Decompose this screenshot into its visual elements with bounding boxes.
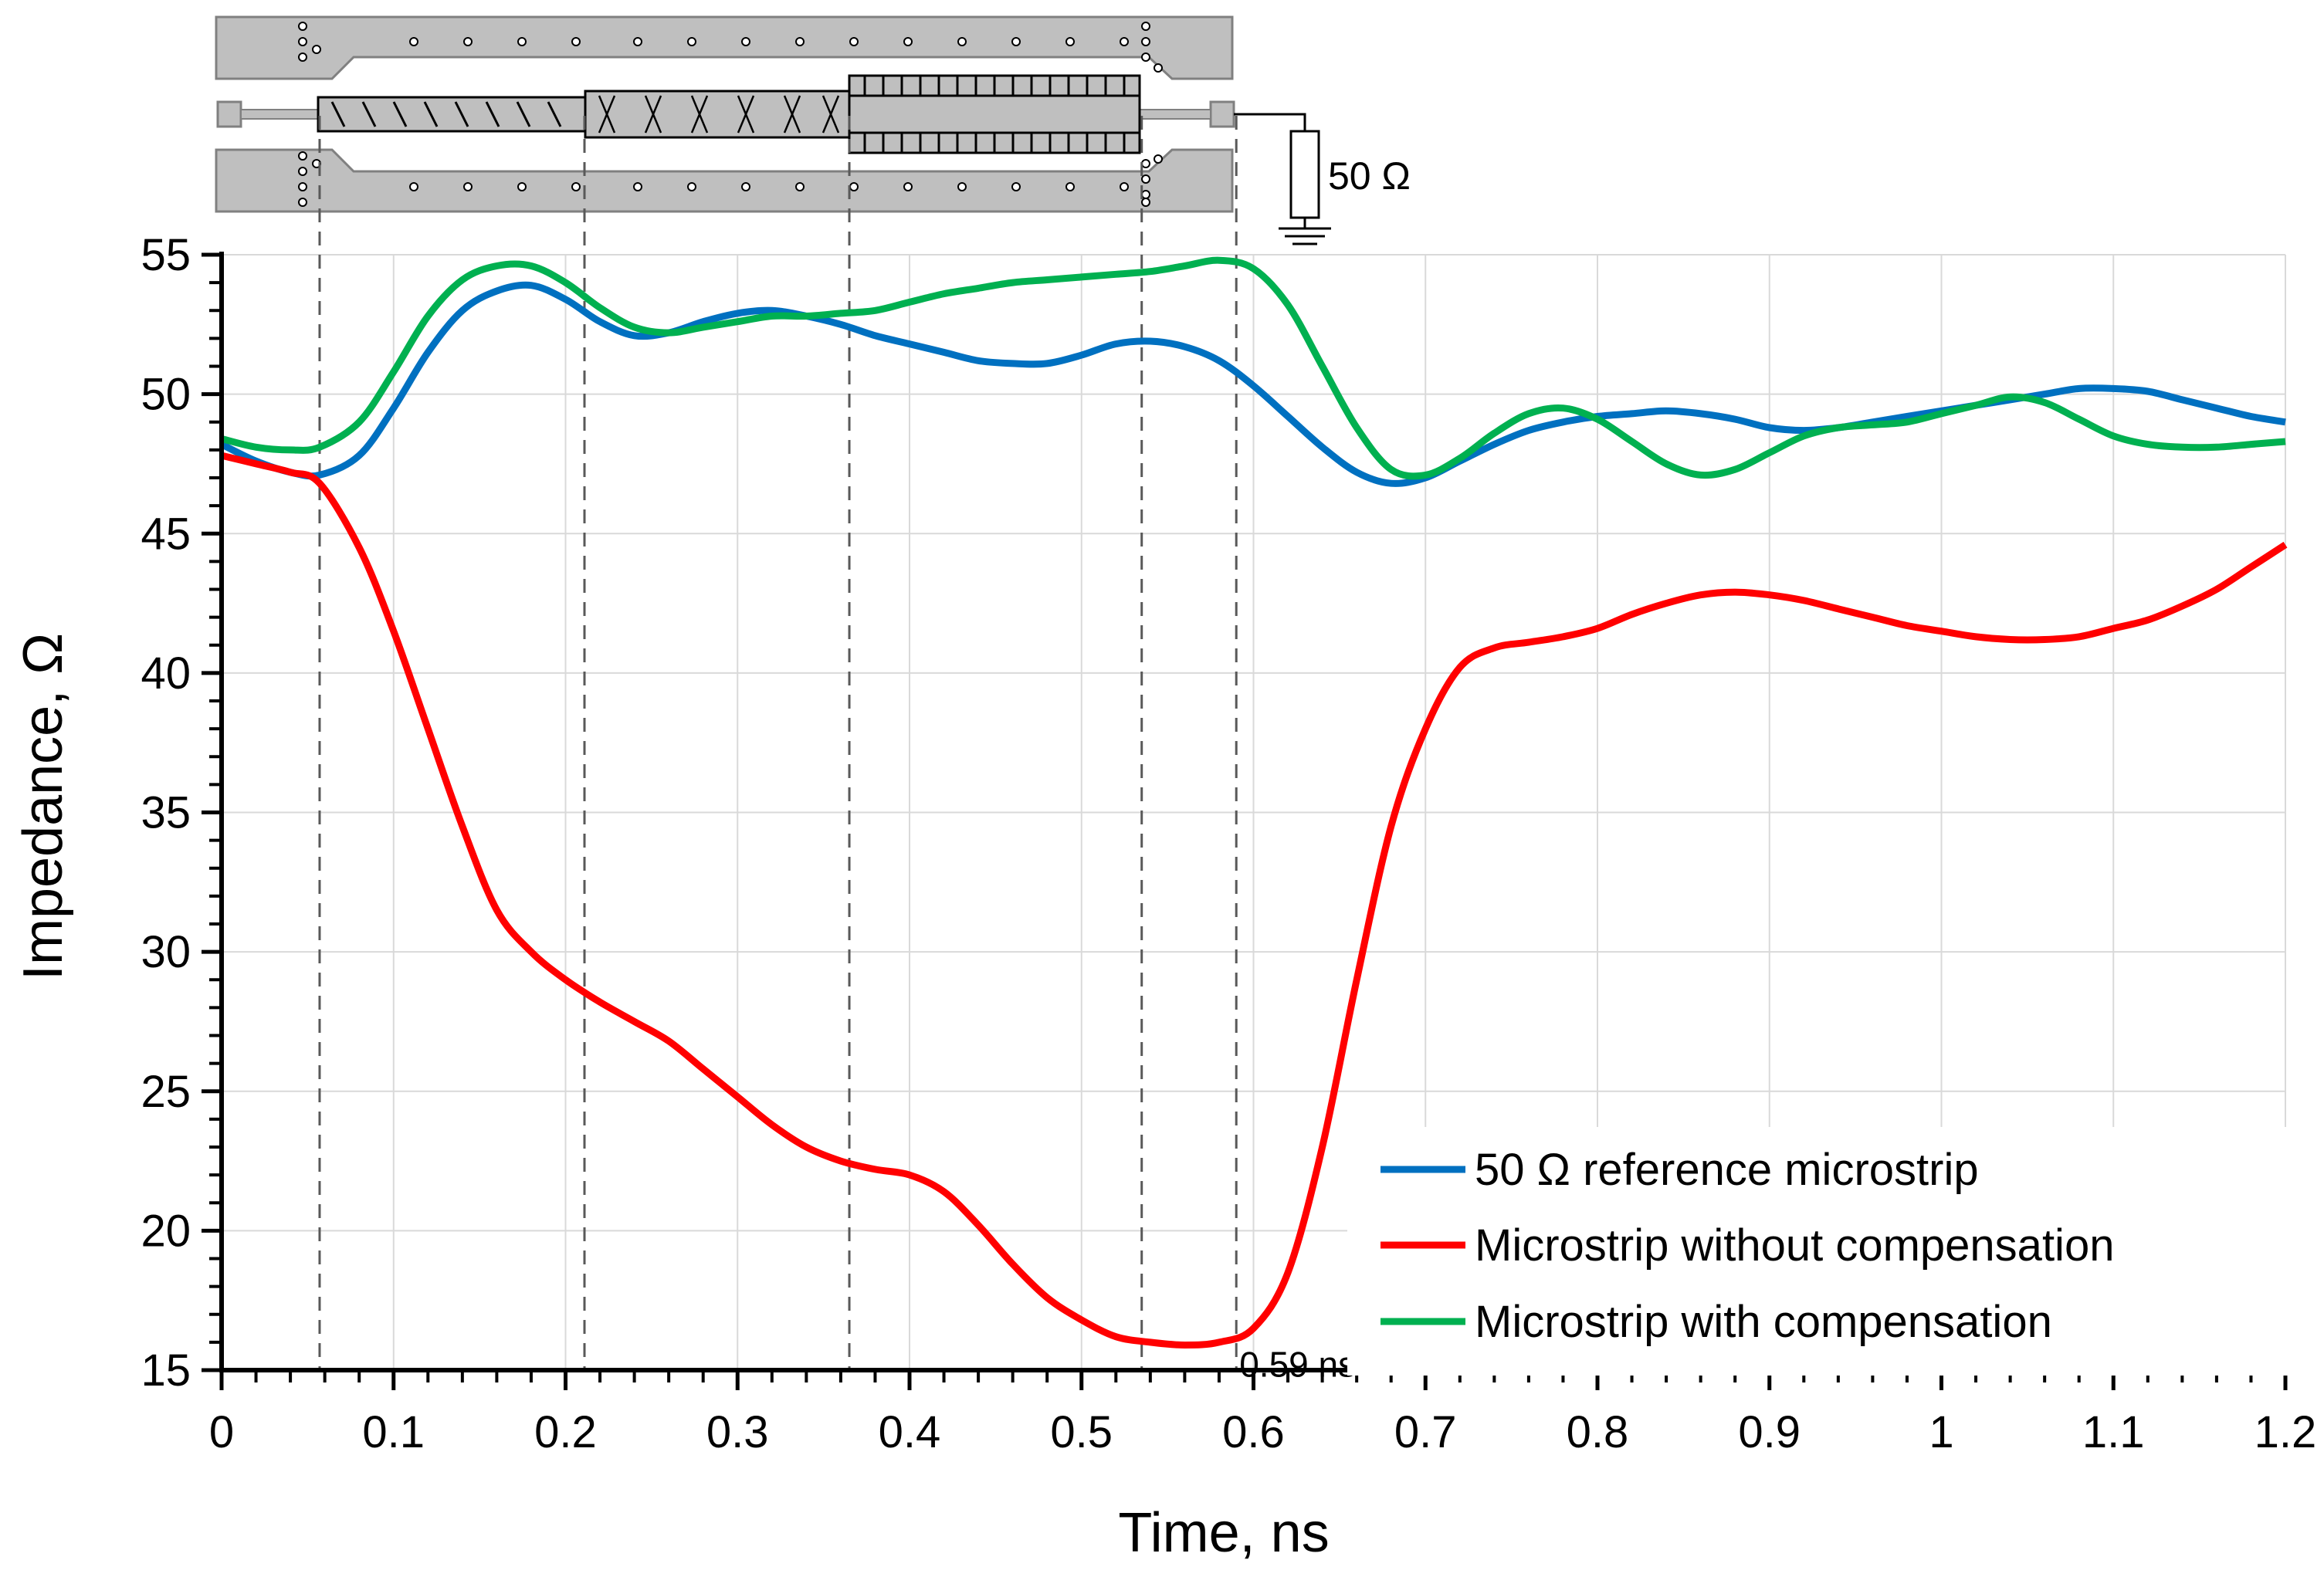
via — [633, 37, 642, 46]
y-tick-label: 35 — [141, 788, 191, 838]
y-tick-label: 40 — [141, 648, 191, 699]
x-tick-label: 0.4 — [879, 1407, 941, 1457]
circuit-diagram: 50 Ω — [215, 15, 1411, 245]
via — [517, 37, 527, 46]
input-pad — [216, 100, 242, 128]
feed-line-right — [1139, 109, 1211, 120]
line-section-2 — [584, 90, 851, 139]
via — [298, 198, 307, 207]
via — [1141, 159, 1150, 168]
legend-label-without-compensation: Microstrip without compensation — [1475, 1220, 2114, 1271]
time-annotation: 0.59 ns — [1239, 1344, 1356, 1384]
via — [957, 37, 967, 46]
y-tick-label: 55 — [141, 230, 191, 280]
via — [903, 182, 913, 191]
via — [1011, 182, 1021, 191]
via — [741, 182, 750, 191]
x-tick-label: 0.1 — [362, 1407, 425, 1457]
y-tick-label: 45 — [141, 509, 191, 559]
via — [1120, 37, 1129, 46]
via — [849, 182, 859, 191]
tick-labels: 0 0.1 0.2 0.3 0.4 0.5 0.6 0.7 0.8 0.9 1 1.1 1.2 15 20 2… — [141, 230, 2316, 1457]
via — [1154, 63, 1163, 73]
termination-label: 50 Ω — [1328, 154, 1411, 198]
x-axis-title: Time, ns — [1118, 1502, 1329, 1564]
termination-wire — [1234, 113, 1306, 131]
via — [1065, 182, 1075, 191]
via — [298, 22, 307, 31]
via — [687, 37, 696, 46]
ground-symbol — [1279, 218, 1331, 245]
legend-label-reference: 50 Ω reference microstrip — [1475, 1145, 1979, 1195]
legend: 50 Ω reference microstrip Microstrip wit… — [1347, 1127, 2293, 1376]
via — [463, 182, 473, 191]
via — [795, 182, 805, 191]
via — [517, 182, 527, 191]
via — [795, 37, 805, 46]
via — [849, 37, 859, 46]
ground-plane-top — [215, 15, 1234, 80]
via — [298, 182, 307, 191]
via — [903, 37, 913, 46]
via — [1065, 37, 1075, 46]
x-tick-label: 1 — [1929, 1407, 1953, 1457]
via — [1141, 198, 1150, 207]
via — [298, 37, 307, 46]
x-tick-label: 0.8 — [1567, 1407, 1629, 1457]
section-3-fingers — [849, 76, 1140, 153]
section-1-hatching — [330, 101, 562, 127]
series-line-without-compensation — [220, 452, 2288, 1349]
x-tick-label: 1.1 — [2082, 1407, 2145, 1457]
via — [1141, 37, 1150, 46]
via — [741, 37, 750, 46]
via — [1154, 154, 1163, 164]
line-section-1 — [317, 96, 587, 133]
via — [312, 45, 321, 54]
y-tick-label: 15 — [141, 1345, 191, 1396]
ground-plane-bottom — [215, 148, 1234, 213]
feed-line-left — [240, 109, 319, 120]
via — [633, 182, 642, 191]
x-tick-label: 0.6 — [1222, 1407, 1285, 1457]
termination-resistor — [1289, 130, 1320, 219]
x-tick-label: 0 — [209, 1407, 234, 1457]
y-axis-title: Impedance, Ω — [12, 633, 74, 980]
via — [409, 182, 418, 191]
series-line-with-compensation — [220, 256, 2286, 480]
via — [957, 182, 967, 191]
output-pad — [1209, 100, 1235, 128]
via — [1141, 174, 1150, 184]
x-tick-label: 0.2 — [534, 1407, 597, 1457]
section-marker-lines — [318, 116, 1238, 1370]
x-tick-label: 0.5 — [1050, 1407, 1113, 1457]
via — [298, 52, 307, 62]
legend-label-with-compensation: Microstrip with compensation — [1475, 1297, 2052, 1347]
section-2-hatching — [598, 95, 840, 134]
y-tick-label: 25 — [141, 1067, 191, 1117]
via — [1141, 190, 1150, 199]
x-tick-label: 0.9 — [1738, 1407, 1801, 1457]
via — [409, 37, 418, 46]
via — [571, 37, 581, 46]
via — [298, 167, 307, 176]
y-tick-label: 20 — [141, 1206, 191, 1256]
via — [571, 182, 581, 191]
y-tick-label: 30 — [141, 927, 191, 977]
via — [463, 37, 473, 46]
x-tick-label: 0.3 — [706, 1407, 769, 1457]
legend-background — [1347, 1127, 2293, 1376]
y-tick-label: 50 — [141, 370, 191, 420]
data-series — [219, 256, 2288, 1349]
x-tick-label: 1.2 — [2255, 1407, 2317, 1457]
via — [1141, 52, 1150, 62]
via — [298, 151, 307, 161]
via — [687, 182, 696, 191]
x-tick-label: 0.7 — [1394, 1407, 1457, 1457]
via — [1011, 37, 1021, 46]
via — [1120, 182, 1129, 191]
via — [1141, 22, 1150, 31]
